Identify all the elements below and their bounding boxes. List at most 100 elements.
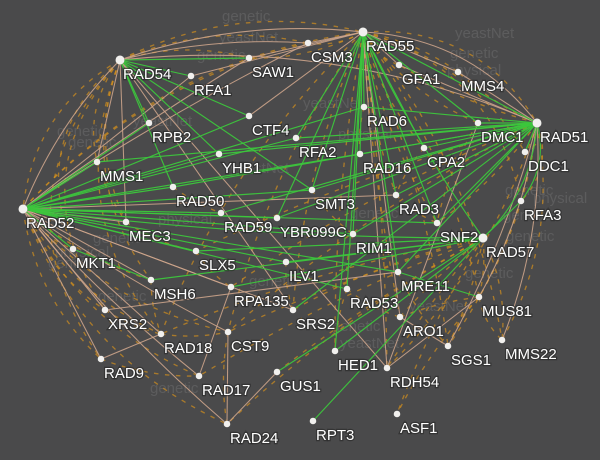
node-YHB1[interactable]: [215, 150, 223, 158]
label-MMS1: MMS1: [100, 168, 143, 185]
node-MUS81[interactable]: [475, 293, 483, 301]
edge-RAD24-GUS1: [226, 371, 278, 425]
node-SMT3[interactable]: [308, 186, 316, 194]
node-RFA3[interactable]: [517, 197, 525, 205]
node-RAD9[interactable]: [97, 355, 105, 363]
node-SAW1[interactable]: [245, 54, 253, 62]
node-SGS1[interactable]: [444, 342, 452, 350]
node-RAD53[interactable]: [343, 285, 351, 293]
edge-XRS2-MRE11: [104, 271, 399, 311]
node-MKT1[interactable]: [69, 245, 77, 253]
label-RAD3: RAD3: [399, 201, 439, 218]
label-GUS1: GUS1: [280, 378, 321, 395]
node-RPB2[interactable]: [145, 119, 153, 127]
label-SGS1: SGS1: [451, 352, 491, 369]
node-RAD16[interactable]: [356, 150, 364, 158]
node-RAD55[interactable]: [358, 27, 368, 37]
edge-RAD51-MUS81: [478, 122, 538, 298]
edge-RAD57-RAD24: [226, 237, 484, 425]
node-RPT3[interactable]: [309, 417, 317, 425]
node-CST9[interactable]: [224, 328, 232, 336]
edge-RAD51-MMS1: [96, 122, 538, 163]
node-MMS22[interactable]: [498, 336, 506, 344]
edge-CST9-RAD24: [222, 331, 229, 425]
label-YHB1: YHB1: [222, 160, 261, 177]
edge-RDH54-DMC1: [386, 122, 479, 369]
edge-RAD52-RFA2: [22, 137, 297, 210]
edge-MKT1-MSH6: [72, 248, 152, 281]
label-RFA2: RFA2: [299, 144, 337, 161]
node-SNF2[interactable]: [433, 219, 441, 227]
node-DMC1[interactable]: [474, 119, 482, 127]
node-DDC1[interactable]: [521, 148, 529, 156]
node-RAD57[interactable]: [478, 233, 488, 243]
edge-RAD51-GFA1: [398, 64, 538, 124]
edge-RAD24-CST9: [226, 331, 229, 425]
edge-RAD51-YBR099C: [276, 122, 538, 219]
edge-RAD55-SRS2: [292, 31, 364, 311]
node-ARO1[interactable]: [396, 313, 404, 321]
node-RIM1[interactable]: [349, 230, 357, 238]
edge-SLX5-RPA135: [195, 250, 232, 288]
node-RAD3[interactable]: [392, 191, 400, 199]
node-CTF4[interactable]: [245, 112, 253, 120]
node-RFA2[interactable]: [292, 134, 300, 142]
label-RAD59: RAD59: [224, 219, 272, 236]
edge-RAD52-RAD17: [22, 208, 200, 377]
label-SAW1: SAW1: [252, 64, 294, 81]
edge-RAD57-RPA135: [230, 237, 484, 288]
node-MMS1[interactable]: [93, 158, 101, 166]
label-XRS2: XRS2: [108, 316, 147, 333]
node-RAD6[interactable]: [360, 103, 368, 111]
node-RDH54[interactable]: [383, 364, 391, 372]
node-YBR099C[interactable]: [273, 214, 281, 222]
node-RPA135[interactable]: [227, 283, 235, 291]
node-SRS2[interactable]: [289, 306, 297, 314]
label-RFA1: RFA1: [194, 82, 232, 99]
edge-RAD54-RAD55: [119, 28, 364, 61]
node-GUS1[interactable]: [273, 368, 281, 376]
node-RAD50[interactable]: [169, 183, 177, 191]
node-MMS4[interactable]: [454, 68, 462, 76]
label-CPA2: CPA2: [427, 154, 465, 171]
node-SLX5[interactable]: [192, 247, 200, 255]
label-RAD53: RAD53: [350, 295, 398, 312]
edge-RAD51-RIM1: [352, 122, 538, 235]
edge-RAD57-SRS2: [292, 237, 484, 311]
label-MSH6: MSH6: [154, 286, 196, 303]
node-MRE11[interactable]: [394, 268, 402, 276]
edge-RAD52-RAD57: [22, 208, 484, 239]
node-RFA1[interactable]: [187, 72, 195, 80]
node-RAD59[interactable]: [217, 209, 225, 217]
node-HED1[interactable]: [331, 347, 339, 355]
node-MSH6[interactable]: [147, 276, 155, 284]
edge-RAD52-CSM3: [22, 42, 309, 210]
node-ILV1[interactable]: [282, 258, 290, 266]
node-ASF1[interactable]: [393, 410, 401, 418]
node-XRS2[interactable]: [101, 306, 109, 314]
node-GFA1[interactable]: [395, 61, 403, 69]
node-RAD54[interactable]: [115, 55, 125, 65]
watermark-text: physical: [533, 190, 587, 207]
label-RAD18: RAD18: [164, 340, 212, 357]
watermark-text: yeastNet: [409, 298, 469, 315]
edge-RAD51-RAD3: [395, 122, 538, 196]
node-RAD24[interactable]: [223, 420, 231, 428]
edge-RAD52-RPB2: [22, 122, 150, 210]
node-MEC3[interactable]: [122, 218, 130, 226]
node-RAD18[interactable]: [157, 330, 165, 338]
node-RAD51[interactable]: [532, 118, 542, 128]
edge-RAD54-RAD55: [119, 20, 364, 61]
edge-RAD54-RAD18: [97, 59, 162, 335]
edge-RAD54-RAD9: [49, 59, 121, 360]
edge-RAD57-GUS1: [276, 237, 484, 373]
edge-RAD51-RDH54: [386, 122, 538, 369]
node-RAD17[interactable]: [195, 372, 203, 380]
node-RAD52[interactable]: [18, 204, 28, 214]
node-CSM3[interactable]: [304, 39, 312, 47]
edge-RAD52-RAD17: [22, 208, 200, 377]
edge-RAD57-MMS22: [482, 237, 504, 341]
node-CPA2[interactable]: [420, 144, 428, 152]
